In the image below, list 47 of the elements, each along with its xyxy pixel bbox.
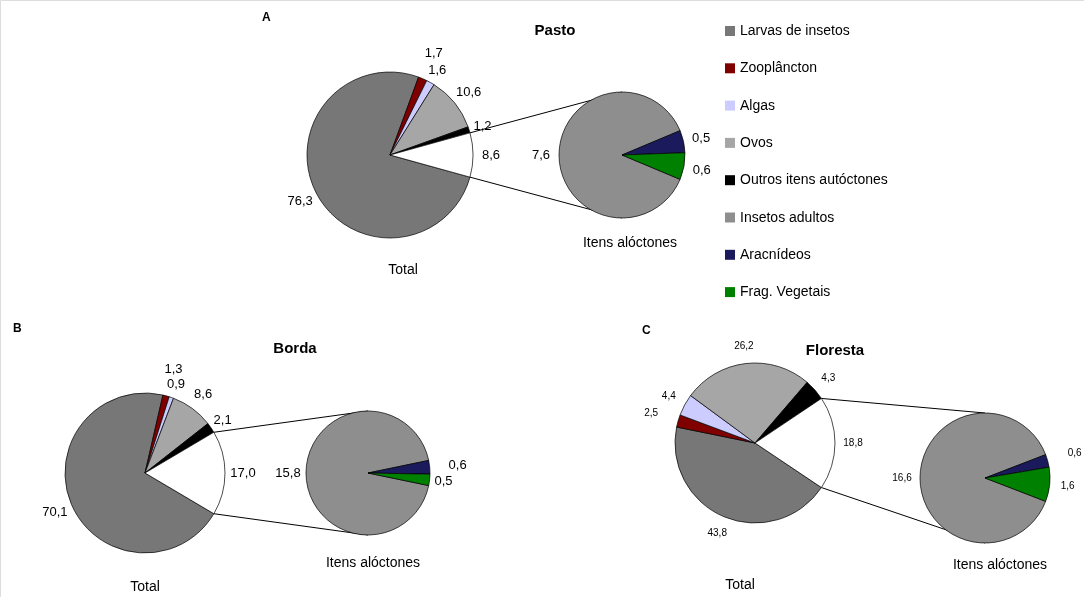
data-label: 7,6: [531, 147, 551, 162]
legend-label: Outros itens autóctones: [740, 171, 888, 188]
legend-label: Algas: [740, 96, 776, 113]
text: Total: [130, 578, 160, 594]
text: Itens alóctones: [582, 234, 678, 250]
data-label: 16,6: [892, 472, 913, 483]
text: C: [642, 323, 651, 337]
data-label: 4,3: [821, 371, 836, 383]
chart-title: Floresta: [805, 341, 865, 358]
data-label: 10,6: [455, 83, 482, 99]
data-label: 1,6: [428, 62, 447, 78]
data-label: 8,6: [194, 386, 213, 402]
data-label: 1,2: [473, 117, 492, 133]
data-label: 76,3: [287, 193, 313, 209]
data-label: 0,5: [692, 129, 711, 145]
data-label: 1,3: [164, 360, 183, 376]
data-label: 0,6: [448, 456, 467, 472]
data-label: 0,6: [1067, 447, 1083, 459]
data-label: 0,6: [692, 161, 711, 177]
data-label: 0,5: [434, 473, 453, 489]
data-label: 8,6: [481, 147, 501, 162]
legend-label: Zooplâncton: [740, 59, 818, 76]
data-label: 1,7: [424, 44, 443, 60]
data-label: 0,9: [166, 376, 186, 392]
legend-label: Insetos adultos: [740, 208, 835, 225]
data-label: 2,1: [213, 411, 232, 427]
data-label: 15,8: [275, 465, 301, 480]
legend-label: Larvas de insetos: [740, 22, 850, 38]
data-label: 2,5: [644, 407, 659, 419]
text: Itens alóctones: [325, 554, 421, 570]
data-label: 70,1: [42, 503, 68, 519]
chart-title: Pasto: [534, 21, 576, 38]
text: A: [262, 10, 271, 24]
text: Itens alóctones: [952, 556, 1048, 572]
text: Borda: [273, 339, 318, 356]
data-label: 26,2: [734, 339, 755, 351]
text: Total: [725, 576, 755, 592]
data-label: 17,0: [230, 465, 256, 480]
text: Total: [388, 261, 418, 277]
legend-label: Ovos: [740, 133, 773, 150]
text: B: [13, 321, 22, 335]
legend-label: Frag. Vegetais: [740, 283, 831, 300]
legend-label: Aracnídeos: [740, 245, 811, 262]
data-label: 18,8: [843, 437, 864, 448]
data-label: 1,6: [1060, 480, 1075, 492]
data-label: 4,4: [661, 390, 677, 402]
data-label: 43,8: [707, 527, 728, 539]
